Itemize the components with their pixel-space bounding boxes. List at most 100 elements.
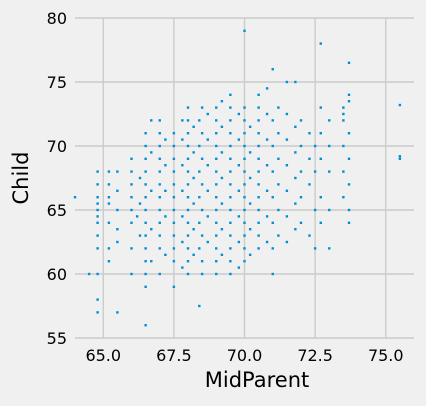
scatter-point <box>144 196 147 199</box>
scatter-point <box>198 247 201 250</box>
scatter-point <box>243 132 246 135</box>
scatter-point <box>229 234 232 237</box>
scatter-point <box>144 272 147 276</box>
scatter-point <box>398 155 402 158</box>
scatter-point <box>215 183 218 186</box>
scatter-point <box>130 221 133 224</box>
scatter-point <box>294 202 297 205</box>
scatter-point <box>164 253 167 256</box>
y-tick-label: 60 <box>47 265 67 284</box>
scatter-point <box>73 196 77 199</box>
scatter-point <box>200 234 204 237</box>
scatter-point <box>342 170 345 173</box>
scatter-point <box>319 221 322 224</box>
scatter-point <box>96 311 99 314</box>
scatter-point <box>229 260 232 263</box>
scatter-point <box>243 119 246 122</box>
scatter-point <box>243 247 246 250</box>
scatter-point <box>347 183 351 186</box>
scatter-point <box>116 240 119 244</box>
scatter-point <box>186 106 190 109</box>
scatter-point <box>313 170 317 173</box>
scatter-point <box>186 144 190 148</box>
scatter-point <box>130 183 133 186</box>
scatter-point <box>198 221 201 224</box>
scatter-point <box>215 272 218 276</box>
scatter-point <box>158 234 161 237</box>
scatter-point <box>342 112 345 116</box>
scatter-point <box>347 208 351 212</box>
scatter-point <box>220 151 224 154</box>
scatter-point <box>158 170 161 173</box>
scatter-point <box>257 119 260 122</box>
scatter-point <box>220 176 224 180</box>
scatter-point <box>164 215 167 218</box>
scatter-point <box>294 80 297 84</box>
scatter-point <box>144 170 147 173</box>
scatter-point <box>229 157 232 160</box>
scatter-point <box>158 221 161 224</box>
scatter-point <box>257 132 260 135</box>
scatter-point <box>319 42 322 45</box>
scatter-point <box>319 132 322 135</box>
scatter-point <box>257 234 260 237</box>
scatter-point <box>144 324 147 327</box>
scatter-point <box>319 196 322 199</box>
scatter-point <box>347 132 351 135</box>
scatter-point <box>158 144 161 148</box>
scatter-point <box>107 260 111 263</box>
scatter-point <box>130 170 133 173</box>
x-axis-label: MidParent <box>205 368 310 392</box>
scatter-point <box>181 164 184 167</box>
scatter-point <box>299 119 303 122</box>
scatter-point <box>243 106 246 109</box>
scatter-point <box>186 247 190 250</box>
scatter-point <box>172 132 176 135</box>
scatter-point <box>206 138 209 141</box>
y-tick-label: 70 <box>47 137 67 156</box>
scatter-point <box>248 228 252 231</box>
scatter-point <box>144 132 147 135</box>
scatter-point <box>192 202 195 205</box>
scatter-point <box>116 170 119 173</box>
scatter-point <box>328 119 331 122</box>
scatter-point <box>181 138 184 141</box>
scatter-point <box>277 106 280 109</box>
scatter-point <box>107 221 111 224</box>
scatter-point <box>243 29 246 32</box>
scatter-point <box>186 119 190 122</box>
scatter-point <box>308 157 311 160</box>
scatter-point <box>107 196 111 199</box>
scatter-point <box>96 272 99 276</box>
scatter-point <box>299 196 303 199</box>
scatter-point <box>172 285 176 288</box>
scatter-point <box>319 106 322 109</box>
scatter-point <box>248 125 252 128</box>
scatter-point <box>181 240 184 244</box>
scatter-point <box>158 196 161 199</box>
scatter-point <box>144 183 147 186</box>
scatter-point <box>328 170 331 173</box>
scatter-point <box>172 221 176 224</box>
scatter-point <box>271 170 274 173</box>
scatter-point <box>243 183 246 186</box>
scatter-point <box>237 266 241 269</box>
scatter-point <box>229 208 232 212</box>
scatter-point <box>220 125 224 128</box>
scatter-point <box>277 234 280 237</box>
scatter-point <box>158 208 161 212</box>
scatter-point <box>172 247 176 250</box>
scatter-point <box>277 208 280 212</box>
scatter-point <box>237 215 241 218</box>
scatter-point <box>265 112 269 116</box>
scatter-point <box>150 151 153 154</box>
scatter-point <box>308 234 311 237</box>
scatter-point <box>215 106 218 109</box>
scatter-point <box>229 93 232 96</box>
scatter-point <box>271 68 274 71</box>
scatter-point <box>215 234 218 237</box>
scatter-point <box>181 266 184 269</box>
scatter-point <box>186 260 190 263</box>
scatter-point <box>257 144 260 148</box>
